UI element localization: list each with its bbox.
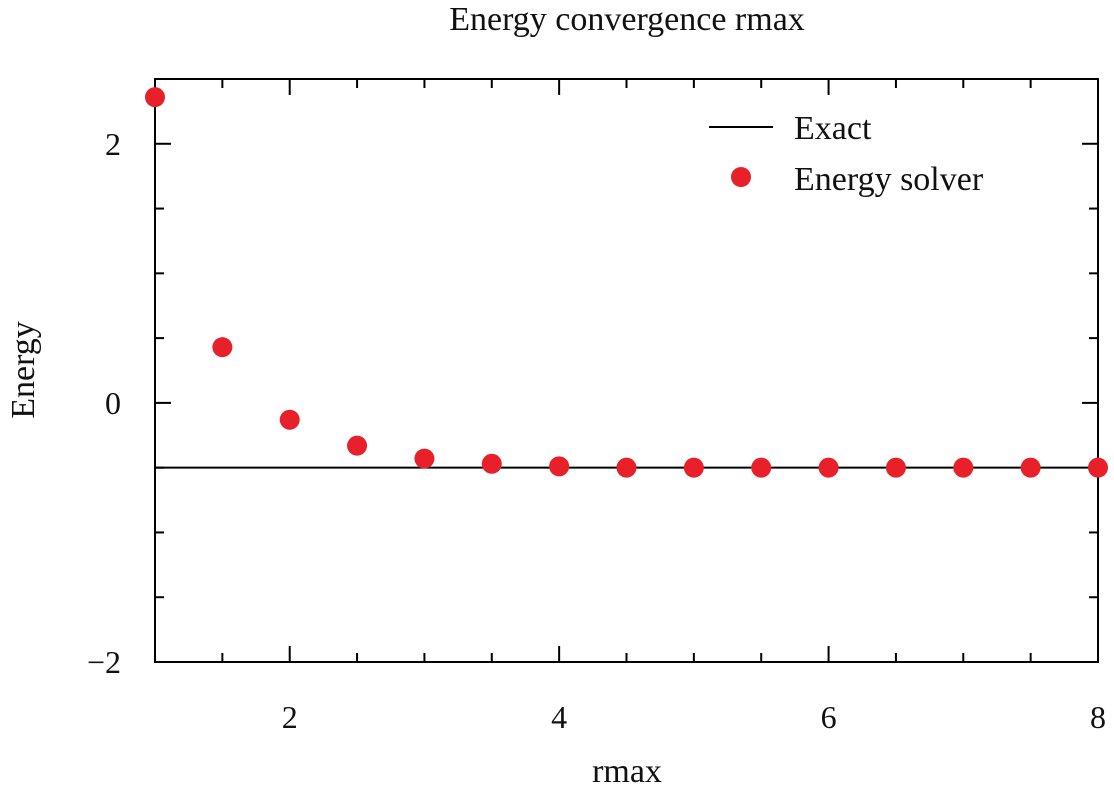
data-point bbox=[279, 409, 300, 430]
data-point bbox=[347, 435, 368, 456]
data-point bbox=[818, 457, 839, 478]
chart-title: Energy convergence rmax bbox=[449, 1, 805, 38]
data-point bbox=[1020, 457, 1041, 478]
data-point bbox=[885, 457, 906, 478]
data-point bbox=[683, 457, 704, 478]
plot-area bbox=[145, 87, 1108, 478]
data-point bbox=[481, 453, 502, 474]
x-axis-label: rmax bbox=[592, 753, 662, 787]
y-tick-label: −2 bbox=[87, 644, 121, 680]
data-point bbox=[549, 456, 570, 477]
x-tick-label: 6 bbox=[821, 699, 837, 735]
data-point bbox=[616, 457, 637, 478]
y-tick-label: 0 bbox=[105, 385, 121, 421]
y-tick-label: 2 bbox=[105, 126, 121, 162]
data-point bbox=[953, 457, 974, 478]
data-point bbox=[145, 87, 165, 108]
data-point bbox=[1088, 457, 1108, 478]
y-axis-label: Energy bbox=[5, 321, 42, 419]
x-tick-label: 4 bbox=[551, 699, 567, 735]
axes: 2 4 6 8 −2 0 2 bbox=[87, 78, 1106, 735]
x-tick-label: 8 bbox=[1090, 699, 1106, 735]
data-point bbox=[414, 448, 435, 469]
data-point bbox=[751, 457, 772, 478]
legend-label-exact: Exact bbox=[794, 110, 872, 147]
legend: Exact Energy solver bbox=[709, 110, 984, 198]
data-point bbox=[212, 337, 233, 358]
legend-label-energy-solver: Energy solver bbox=[794, 161, 984, 198]
legend-swatch-energy-solver bbox=[731, 167, 751, 187]
x-tick-label: 2 bbox=[282, 699, 298, 735]
